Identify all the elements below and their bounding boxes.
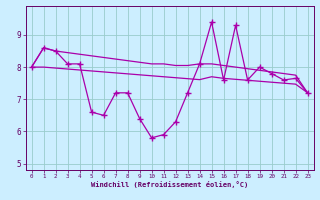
X-axis label: Windchill (Refroidissement éolien,°C): Windchill (Refroidissement éolien,°C) (91, 181, 248, 188)
